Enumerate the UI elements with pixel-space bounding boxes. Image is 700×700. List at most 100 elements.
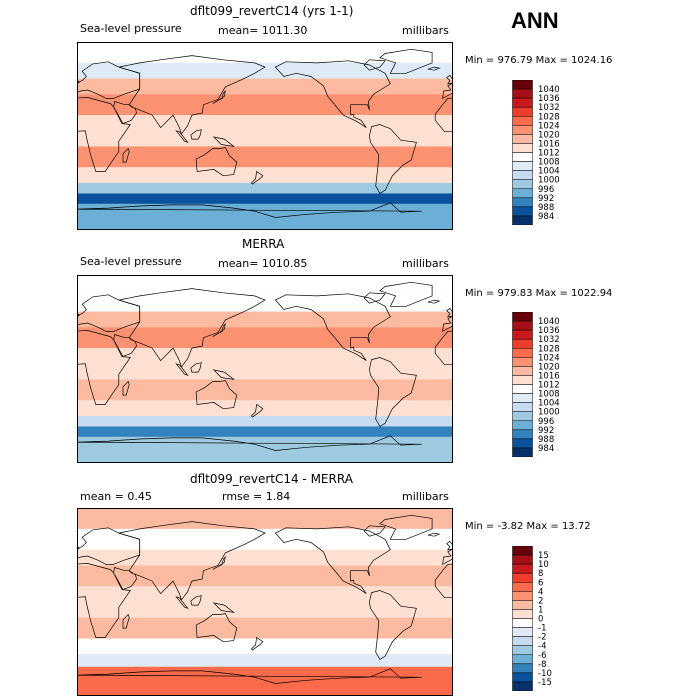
panel-2-colorbar: 1040103610321028102410201016101210081004… <box>512 312 560 457</box>
colorbar-box-11 <box>512 411 533 421</box>
colorbar-tick-label: -10 <box>538 669 552 679</box>
panel-3-minmax: Min = -3.82 Max = 13.72 <box>465 521 591 532</box>
coastline-uk-wrap <box>446 307 453 318</box>
colorbar-box-3 <box>512 106 533 117</box>
coastline-north-america <box>274 526 391 594</box>
coastline-arabia <box>113 567 137 590</box>
colorbar-tick-label: 1032 <box>538 335 560 345</box>
colorbar-box-7 <box>512 609 533 619</box>
colorbar-box-2 <box>512 329 533 340</box>
coastline-antarctica <box>77 435 422 463</box>
coastline-antarctica <box>77 668 422 696</box>
colorbar-tick-label: 1040 <box>538 317 560 327</box>
coastline-greenland <box>379 48 433 74</box>
coastline-sumatra <box>175 130 189 144</box>
pressure-band-2 <box>77 549 453 566</box>
pressure-band-3 <box>77 94 453 116</box>
pressure-band-1 <box>77 528 453 550</box>
colorbar-tick-label: 1036 <box>538 326 560 336</box>
colorbar-box-4 <box>512 348 533 358</box>
panel-3-map <box>77 508 453 696</box>
coastline-iceland <box>427 66 441 71</box>
panel-1-colorbar: 1040103610321028102410201016101210081004… <box>512 80 560 225</box>
panel-2-minmax: Min = 979.83 Max = 1022.94 <box>465 288 613 299</box>
colorbar-tick-label: 2 <box>538 596 543 606</box>
colorbar-box-12 <box>512 420 533 431</box>
colorbar-box-6 <box>512 134 533 144</box>
colorbar-box-9 <box>512 627 533 637</box>
colorbar-tick-label: 984 <box>538 212 554 222</box>
coastline-arabia <box>113 334 137 357</box>
pressure-band-8 <box>77 193 453 204</box>
coastline-north-america <box>274 293 391 361</box>
panel-1-map <box>77 42 453 230</box>
panel-2-map <box>77 275 453 463</box>
colorbar-box-10 <box>512 170 533 180</box>
map-frame <box>77 508 453 696</box>
colorbar-box-13 <box>512 197 533 208</box>
colorbar-box-8 <box>512 618 533 628</box>
colorbar-tick-label: 6 <box>538 578 543 588</box>
colorbar-box-7 <box>512 143 533 153</box>
coastline-borneo <box>190 129 202 140</box>
colorbar-box-6 <box>512 366 533 376</box>
coastline-europe <box>77 527 141 565</box>
colorbar-box-10 <box>512 402 533 412</box>
coastline-borneo <box>190 362 202 373</box>
coastline-arabia <box>113 101 137 124</box>
colorbar-box-1 <box>512 88 533 99</box>
pressure-band-1 <box>77 62 453 79</box>
coastline-madagascar <box>122 613 130 629</box>
coastlines <box>77 281 453 463</box>
panel-3-mean: mean = 0.45 <box>80 490 152 503</box>
colorbar-box-15 <box>512 447 533 457</box>
pressure-band-7 <box>77 416 453 427</box>
coastline-africa <box>77 563 131 638</box>
colorbar-box-4 <box>512 582 533 592</box>
colorbar-tick-label: -6 <box>538 651 546 661</box>
map-frame <box>77 42 453 230</box>
colorbar-box-8 <box>512 384 533 394</box>
colorbar-box-10 <box>512 636 533 646</box>
colorbar-box-7 <box>512 375 533 385</box>
coastline-antarctica <box>77 202 422 230</box>
panel-2-title: MERRA <box>242 237 285 251</box>
coastline-new-zealand <box>250 170 264 185</box>
coastline-iceland <box>427 532 441 537</box>
coastline-uk <box>77 79 80 84</box>
colorbar-box-11 <box>512 179 533 189</box>
colorbar-box-12 <box>512 654 533 665</box>
coastline-baffin <box>363 59 386 71</box>
coastline-new-zealand <box>250 403 264 418</box>
colorbar-tick-label: -8 <box>538 660 546 670</box>
colorbar-box-14 <box>512 672 533 683</box>
colorbar-tick-label: 1036 <box>538 94 560 104</box>
colorbar-box-1 <box>512 554 533 565</box>
season-label: ANN <box>511 8 559 33</box>
colorbar-tick-label: 1000 <box>538 176 560 186</box>
colorbar-tick-label: -4 <box>538 642 546 652</box>
colorbar-tick-label: 1024 <box>538 121 560 131</box>
coastline-madagascar <box>122 147 130 163</box>
colorbar-box-11 <box>512 645 533 655</box>
colorbar-box-14 <box>512 206 533 217</box>
colorbar-tick-label: 1008 <box>538 158 560 168</box>
colorbar-box-13 <box>512 429 533 440</box>
colorbar-tick-label: 1016 <box>538 371 560 381</box>
coastline-uk <box>77 545 80 550</box>
panel-1-minmax: Min = 976.79 Max = 1024.16 <box>465 55 613 66</box>
coastlines <box>77 48 453 230</box>
colorbar-tick-label: 10 <box>538 560 549 570</box>
coastline-new-guinea <box>212 369 235 380</box>
panel-2-variable: Sea-level pressure <box>80 255 182 268</box>
coastline-australia <box>195 147 238 177</box>
colorbar-box-13 <box>512 663 533 674</box>
coastline-new-guinea <box>212 136 235 147</box>
coastline-japan <box>212 90 226 104</box>
colorbar-tick-label: 15 <box>538 551 549 561</box>
colorbar-tick-label: 1024 <box>538 353 560 363</box>
colorbar-tick-label: 992 <box>538 426 554 436</box>
panel-3-title: dflt099_revertC14 - MERRA <box>190 472 353 486</box>
pressure-band-9 <box>77 203 453 230</box>
